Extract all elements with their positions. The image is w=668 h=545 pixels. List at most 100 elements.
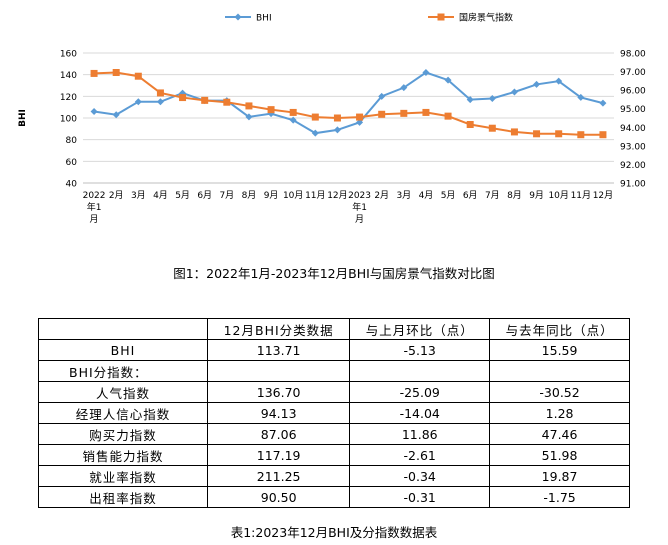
row-value: 90.50: [206, 486, 351, 508]
data-point-guofang: [356, 113, 364, 121]
x-tick-label: 3月: [396, 190, 411, 201]
data-point-guofang: [112, 69, 120, 76]
y-right-tick-label: 96.00: [620, 87, 646, 97]
table-caption: 表1:2023年12月BHI及分指数数据表: [230, 525, 438, 540]
x-tick-label: 10月: [283, 190, 303, 201]
data-point-guofang: [289, 108, 297, 116]
x-tick-label: 年1: [352, 201, 367, 213]
row-value: 94.13: [206, 402, 351, 424]
data-point-bhi: [422, 69, 430, 76]
table-row: 购买力指数 87.06 11.86 47.46: [38, 423, 630, 445]
data-point-guofang: [267, 106, 275, 114]
row-label: 购买力指数: [38, 423, 208, 445]
data-point-guofang: [488, 124, 496, 132]
row-mom: -0.34: [349, 465, 491, 487]
y-left-tick-label: 60: [66, 158, 78, 168]
y-left-axis-label: BHI: [18, 109, 28, 127]
subindex-heading: BHI分指数：: [38, 360, 208, 382]
row-label: 就业率指数: [38, 465, 208, 487]
table-header-yoy: 与去年同比（点）: [489, 318, 630, 340]
table-header-row: 12月BHI分类数据 与上月环比（点） 与去年同比（点）: [38, 318, 630, 340]
x-tick-label: 5月: [441, 190, 456, 201]
data-point-bhi: [488, 95, 496, 102]
x-tick-label: 6月: [197, 190, 212, 201]
row-label: 人气指数: [38, 381, 208, 403]
x-tick-label: 12月: [327, 190, 347, 201]
data-point-bhi: [599, 99, 607, 107]
x-tick-label: 9月: [264, 190, 279, 201]
row-label: 经理人信心指数: [38, 402, 208, 424]
x-tick-label: 7月: [485, 190, 500, 201]
data-point-guofang: [245, 102, 253, 110]
row-value: 87.06: [206, 423, 351, 445]
y-left-tick-label: 80: [66, 136, 78, 146]
data-point-guofang: [444, 112, 452, 120]
legend-marker: [437, 13, 445, 21]
y-right-tick-label: 97.00: [620, 68, 646, 78]
data-point-guofang: [311, 113, 319, 121]
x-tick-label: 7月: [219, 190, 234, 201]
row-mom: -0.31: [349, 486, 491, 508]
data-point-guofang: [201, 96, 209, 104]
row-yoy: 1.28: [489, 402, 630, 424]
table-row: 就业率指数 211.25 -0.34 19.87: [38, 465, 630, 487]
empty-cell: [206, 360, 351, 382]
row-value: 113.71: [206, 339, 351, 361]
x-tick-label: 6月: [463, 190, 478, 201]
data-point-bhi: [533, 80, 541, 88]
data-point-guofang: [422, 108, 430, 116]
row-label: BHI: [38, 339, 208, 361]
data-point-bhi: [156, 98, 164, 106]
x-tick-label: 3月: [131, 190, 146, 201]
data-point-guofang: [577, 131, 585, 139]
data-point-guofang: [134, 72, 142, 80]
row-mom: 11.86: [349, 423, 491, 445]
x-tick-label: 2月: [109, 190, 124, 201]
data-point-guofang: [510, 128, 518, 136]
x-tick-label: 9月: [529, 190, 544, 201]
data-point-guofang: [223, 98, 231, 106]
data-point-bhi: [400, 84, 408, 92]
data-point-bhi: [311, 129, 319, 137]
data-point-guofang: [378, 110, 386, 118]
x-tick-label: 4月: [419, 190, 434, 201]
row-yoy: -30.52: [489, 381, 630, 403]
x-tick-label: 年1: [87, 201, 102, 213]
data-point-bhi: [90, 108, 98, 115]
table-row: 人气指数 136.70 -25.09 -30.52: [38, 381, 630, 403]
data-point-bhi: [333, 126, 341, 134]
row-value: 211.25: [206, 465, 351, 487]
table-row: 经理人信心指数 94.13 -14.04 1.28: [38, 402, 630, 424]
table-row: 销售能力指数 117.19 -2.61 51.98: [38, 444, 630, 466]
x-tick-label: 10月: [548, 190, 568, 201]
chart-caption: 图1：2022年1月-2023年12月BHI与国房景气指数对比图: [173, 266, 495, 281]
x-tick-label: 12月: [593, 190, 613, 201]
row-label: 销售能力指数: [38, 444, 208, 466]
data-point-guofang: [555, 130, 563, 138]
row-yoy: 19.87: [489, 465, 630, 487]
y-right-tick-label: 98.00: [620, 50, 646, 60]
y-left-tick-label: 160: [60, 50, 77, 60]
data-point-guofang: [90, 69, 98, 77]
x-tick-label: 2023: [348, 191, 371, 201]
data-point-bhi: [134, 98, 142, 106]
legend-marker: [234, 13, 242, 21]
x-tick-label: 11月: [571, 190, 591, 201]
data-point-bhi: [112, 111, 120, 119]
data-point-bhi: [444, 76, 452, 84]
table-row: 出租率指数 90.50 -0.31 -1.75: [38, 486, 630, 508]
x-tick-label: 5月: [175, 190, 190, 201]
x-tick-label: 8月: [507, 190, 522, 201]
row-mom: -5.13: [349, 339, 491, 361]
x-tick-label: 月: [355, 214, 364, 225]
x-tick-label: 2月: [374, 190, 389, 201]
x-tick-label: 月: [90, 214, 99, 225]
legend-label: BHI: [256, 14, 272, 24]
y-right-tick-label: 91.00: [620, 180, 646, 190]
data-point-guofang: [156, 89, 164, 97]
bhi-data-table: 12月BHI分类数据 与上月环比（点） 与去年同比（点） BHI 113.71 …: [38, 318, 630, 508]
empty-cell: [489, 360, 630, 382]
data-point-bhi: [510, 88, 518, 96]
y-right-tick-label: 95.00: [620, 105, 646, 115]
row-yoy: -1.75: [489, 486, 630, 508]
